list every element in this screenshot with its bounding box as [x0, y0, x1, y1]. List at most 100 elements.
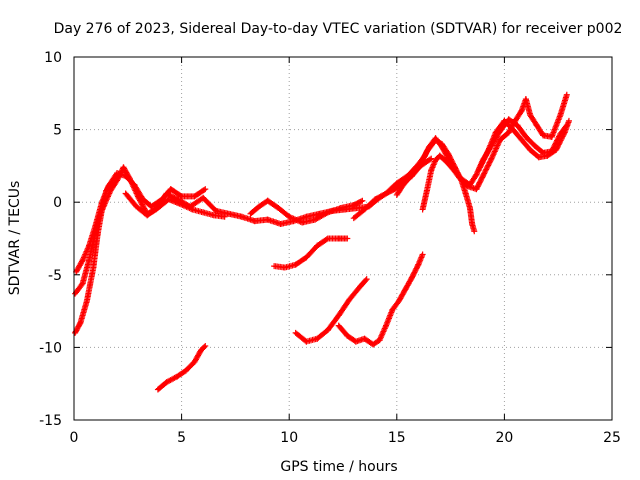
- x-tick-label: 10: [280, 430, 298, 446]
- data-point: [473, 186, 480, 193]
- data-point: [476, 179, 483, 186]
- data-point: [414, 264, 421, 271]
- axis-ticks: 0 5 10 15 20 25 -15 -10 -5 0 5 10: [39, 50, 621, 446]
- y-axis-label: SDTVAR / TECUs: [7, 181, 23, 296]
- data-point: [477, 176, 484, 183]
- data-point: [476, 180, 483, 187]
- data-point: [471, 228, 478, 235]
- y-tick-label: 10: [44, 50, 62, 66]
- x-tick-label: 25: [603, 430, 621, 446]
- data-point: [323, 236, 330, 243]
- data-point: [476, 165, 483, 172]
- series-arc-13: [154, 342, 209, 393]
- series-arc-2: [72, 155, 435, 297]
- data-point: [359, 197, 366, 204]
- data-point: [559, 133, 566, 140]
- y-tick-label: -15: [39, 413, 62, 429]
- series-arc-10: [271, 235, 351, 271]
- series-arc-9: [475, 117, 572, 174]
- y-tick-label: -5: [48, 268, 62, 284]
- y-tick-label: 5: [53, 123, 62, 139]
- data-point: [474, 183, 481, 190]
- plot-frame: [73, 56, 613, 421]
- data-point: [358, 198, 365, 205]
- data-point: [486, 159, 493, 166]
- data-point: [482, 152, 489, 159]
- data-point: [487, 158, 494, 165]
- data-point: [483, 165, 490, 172]
- data-point: [221, 213, 228, 220]
- data-point: [448, 156, 455, 163]
- data-point: [554, 144, 561, 151]
- data-point: [517, 108, 524, 115]
- data-point: [363, 276, 370, 283]
- data-point: [177, 192, 184, 199]
- data-point: [76, 320, 83, 327]
- data-point: [557, 138, 564, 145]
- data-point: [557, 137, 564, 144]
- data-point: [477, 163, 484, 170]
- data-point: [202, 342, 209, 349]
- data-point: [412, 268, 419, 275]
- data-point: [478, 175, 485, 182]
- x-tick-label: 15: [388, 430, 406, 446]
- series-arc-12: [335, 251, 426, 348]
- data-point: [479, 173, 486, 180]
- data-point: [480, 157, 487, 164]
- y-tick-label: -10: [39, 340, 62, 356]
- data-point: [481, 169, 488, 176]
- data-point: [484, 163, 491, 170]
- data-point: [362, 277, 369, 284]
- series-arc-4: [122, 190, 228, 220]
- data-point: [553, 145, 560, 152]
- data-point: [556, 140, 563, 147]
- data-point: [449, 159, 456, 166]
- data-point: [446, 152, 453, 159]
- data-point: [409, 273, 416, 280]
- data-point: [476, 164, 483, 171]
- data-point: [553, 146, 560, 153]
- data-point: [482, 153, 489, 160]
- data-point: [485, 161, 492, 168]
- data-point: [483, 151, 490, 158]
- data-point: [481, 170, 488, 177]
- data-point: [408, 274, 415, 281]
- data-point: [478, 161, 485, 168]
- data-point: [479, 159, 486, 166]
- series-arc-11: [292, 276, 370, 345]
- data-point: [201, 186, 208, 193]
- data-point: [565, 117, 572, 124]
- data-point: [448, 157, 455, 164]
- data-point: [428, 155, 435, 162]
- data-point: [427, 156, 434, 163]
- data-point: [447, 155, 454, 162]
- data-point: [474, 184, 481, 191]
- data-point: [555, 142, 562, 149]
- data-point: [323, 210, 330, 217]
- data-point: [560, 130, 567, 137]
- data-point: [419, 251, 426, 258]
- data-point: [480, 156, 487, 163]
- data-point: [410, 272, 417, 279]
- data-point: [479, 174, 486, 181]
- series-arc-3: [73, 170, 209, 275]
- data-point: [411, 269, 418, 276]
- data-point: [201, 344, 208, 351]
- data-point: [555, 141, 562, 148]
- series-arc-5: [247, 197, 366, 226]
- data-point: [559, 134, 566, 141]
- grid: [74, 57, 612, 420]
- data-point: [410, 270, 417, 277]
- data-point: [480, 171, 487, 178]
- data-point: [485, 162, 492, 169]
- data-point: [78, 281, 85, 288]
- x-tick-label: 20: [495, 430, 513, 446]
- data-point: [412, 266, 419, 273]
- data-point: [558, 136, 565, 143]
- data-point: [560, 132, 567, 139]
- data-point: [475, 167, 482, 174]
- data-point: [78, 258, 85, 265]
- x-tick-label: 5: [177, 430, 186, 446]
